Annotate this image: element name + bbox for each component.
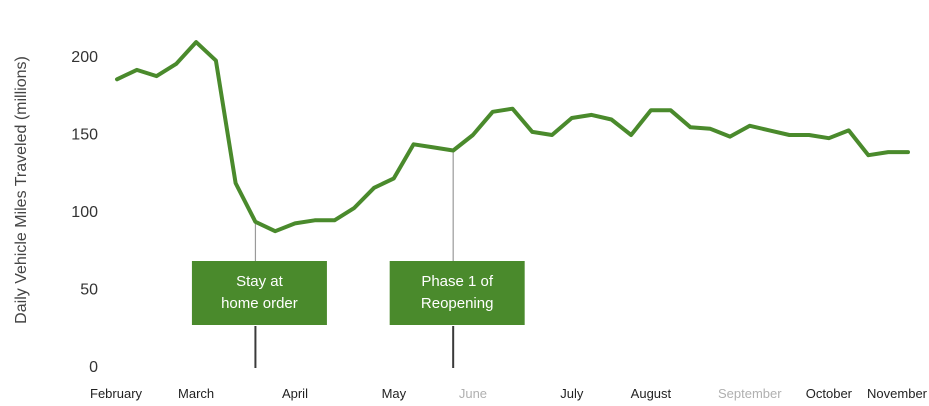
y-axis-label: Daily Vehicle Miles Traveled (millions) bbox=[13, 56, 30, 324]
x-tick-label: April bbox=[282, 386, 308, 401]
x-tick-label: May bbox=[382, 386, 407, 401]
annotation-box-bg bbox=[389, 261, 525, 325]
annotation-text: Phase 1 of bbox=[421, 273, 494, 290]
annotation-box: Phase 1 of Reopening bbox=[389, 261, 525, 325]
y-tick-label: 50 bbox=[80, 282, 98, 299]
annotation-box-bg bbox=[191, 261, 327, 325]
x-tick-label: November bbox=[867, 386, 928, 401]
y-tick-label: 0 bbox=[89, 359, 98, 376]
x-tick-label: June bbox=[459, 386, 487, 401]
x-tick-label: July bbox=[560, 386, 584, 401]
annotation-box: Stay at home order bbox=[191, 261, 327, 325]
x-tick-label: August bbox=[631, 386, 672, 401]
x-tick-label: March bbox=[178, 386, 214, 401]
annotation-text: Reopening bbox=[421, 295, 494, 312]
annotation-text: home order bbox=[221, 295, 298, 312]
x-tick-label: February bbox=[90, 386, 143, 401]
series-line bbox=[115, 40, 910, 234]
y-tick-label: 150 bbox=[71, 127, 98, 144]
x-tick-label: October bbox=[806, 386, 853, 401]
y-tick-label: 100 bbox=[71, 204, 98, 221]
annotation-text: Stay at bbox=[236, 273, 284, 290]
x-tick-label: September bbox=[718, 386, 782, 401]
y-tick-label: 200 bbox=[71, 49, 98, 66]
